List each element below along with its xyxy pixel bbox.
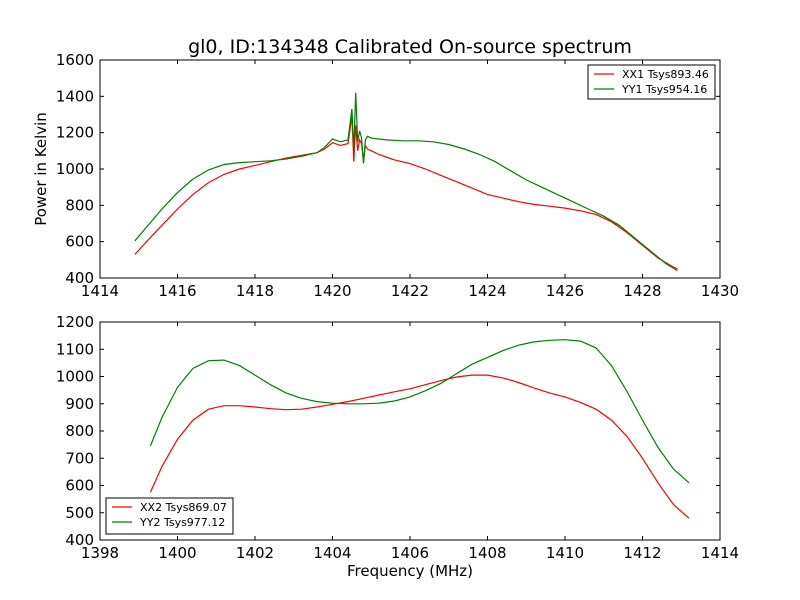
x-axis-label: Frequency (MHz)	[347, 562, 473, 580]
y-tick-label: 1200	[56, 313, 94, 331]
y-axis-label: Power in Kelvin	[32, 112, 50, 226]
x-tick-label: 1408	[468, 544, 506, 562]
x-tick-label: 1414	[81, 282, 119, 300]
chart-title: gl0, ID:134348 Calibrated On-source spec…	[188, 36, 632, 58]
series-line-yy2	[149, 339, 690, 484]
y-tick-label: 400	[65, 269, 94, 287]
y-tick-label: 800	[65, 422, 94, 440]
x-tick-label: 1414	[701, 544, 739, 562]
legend-box	[105, 497, 234, 535]
y-tick-label: 600	[65, 233, 94, 251]
x-tick-label: 1410	[546, 544, 584, 562]
legend-label: YY1 Tsys954.16	[621, 83, 707, 96]
top-subplot: 1414 1416 1418 1420 1422 1424 1426 1428 1430 400 6…	[32, 36, 739, 300]
x-tick-label: 1424	[468, 282, 506, 300]
y-tick-label: 800	[65, 196, 94, 214]
y-tick-label: 1600	[56, 51, 94, 69]
y-tick-label: 700	[65, 449, 94, 467]
y-tick-label: 400	[65, 531, 94, 549]
x-tick-label: 1404	[313, 544, 351, 562]
x-tick-label: 1426	[546, 282, 584, 300]
y-tick-label: 1200	[56, 124, 94, 142]
x-tick-label: 1428	[623, 282, 661, 300]
series-line-yy1	[134, 92, 678, 272]
x-tick-label: 1420	[313, 282, 351, 300]
x-tick-label: 1430	[701, 282, 739, 300]
legend-label: YY2 Tsys977.12	[139, 516, 225, 529]
y-tick-label: 900	[65, 395, 94, 413]
legend-box	[587, 64, 716, 100]
x-tick-label: 1412	[623, 544, 661, 562]
x-tick-label: 1406	[391, 544, 429, 562]
series-line-xx2	[149, 374, 690, 519]
bottom-subplot: 1398 1400 1402 1404 1406 1408 1410 1412 1414 400 5…	[56, 313, 739, 580]
x-tick-label: 1422	[391, 282, 429, 300]
legend-label: XX2 Tsys869.07	[140, 501, 227, 514]
y-tick-label: 600	[65, 477, 94, 495]
x-tick-label: 1402	[236, 544, 274, 562]
legend-label: XX1 Tsys893.46	[622, 68, 709, 81]
x-tick-label: 1398	[81, 544, 119, 562]
y-tick-label: 1000	[56, 368, 94, 386]
x-tick-label: 1416	[158, 282, 196, 300]
y-tick-label: 1000	[56, 160, 94, 178]
x-tick-label: 1418	[236, 282, 274, 300]
y-tick-label: 1100	[56, 340, 94, 358]
x-tick-label: 1400	[158, 544, 196, 562]
y-tick-label: 1400	[56, 87, 94, 105]
y-tick-label: 500	[65, 504, 94, 522]
